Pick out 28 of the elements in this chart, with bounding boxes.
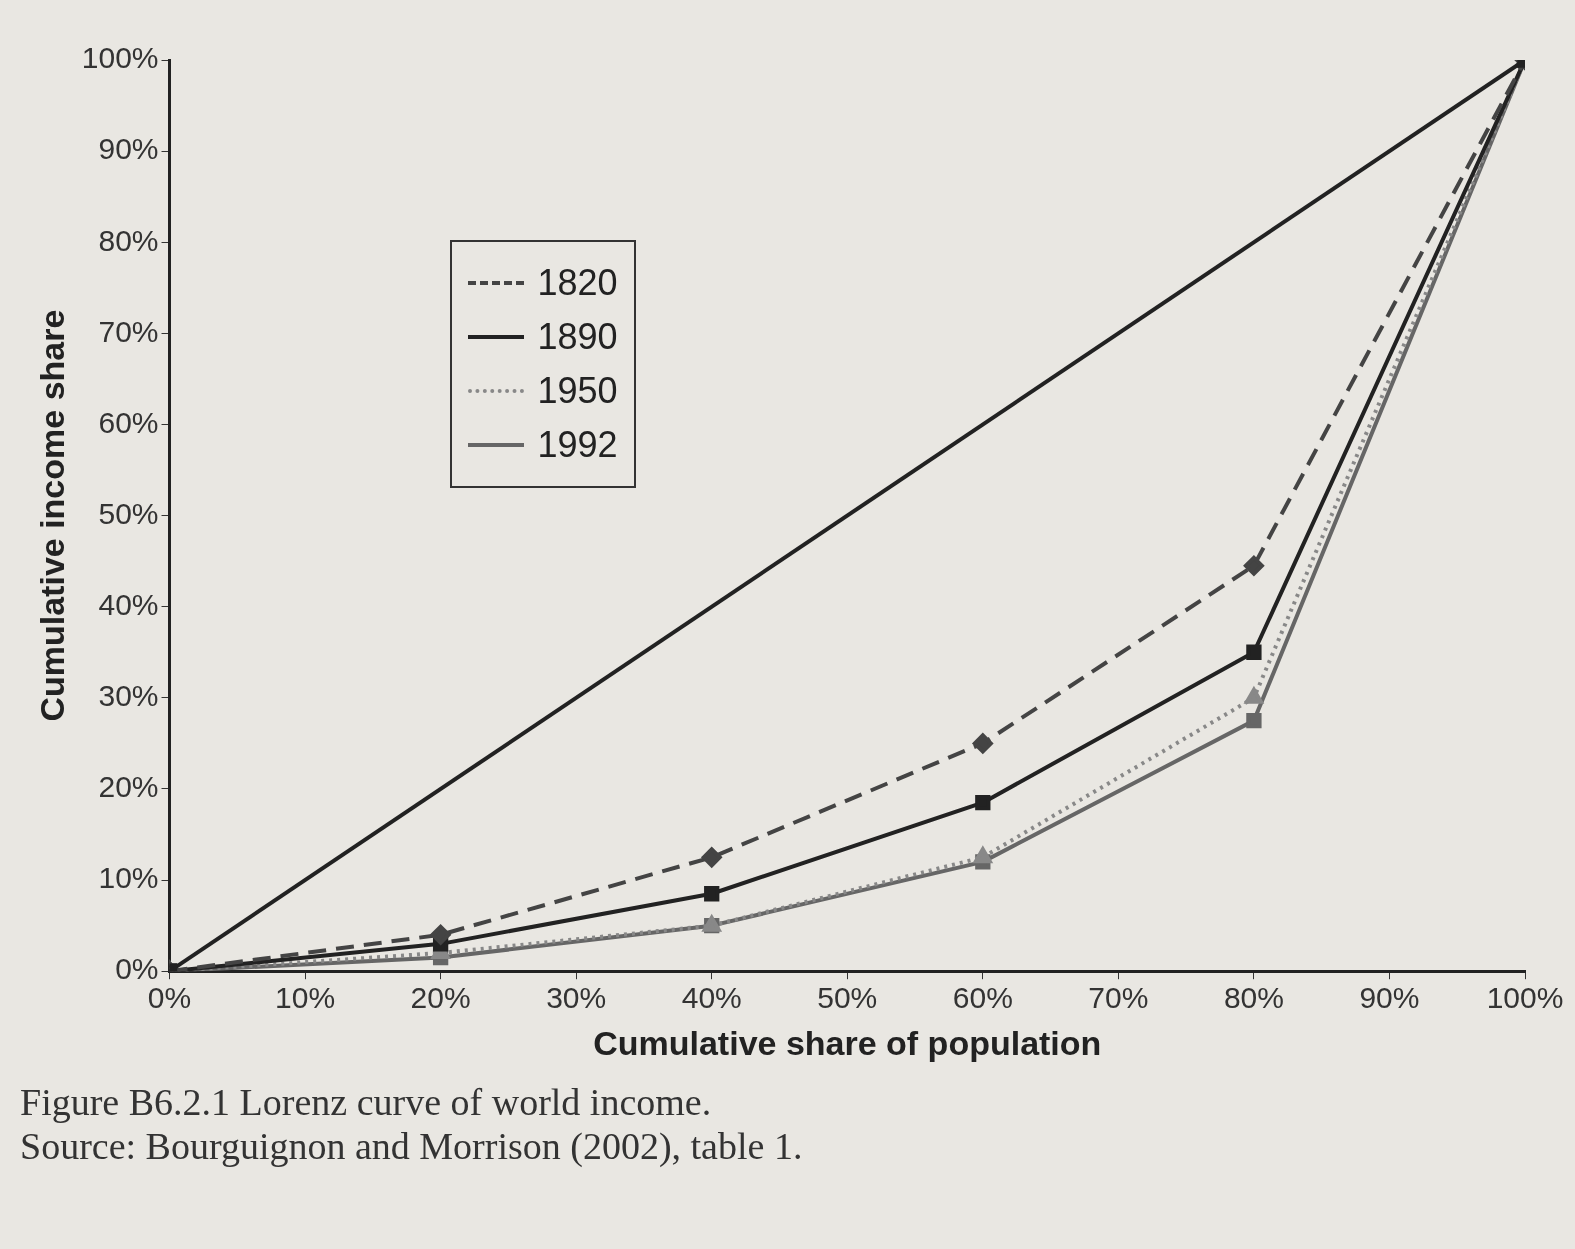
y-tick-label: 60% — [98, 405, 159, 439]
legend-label: 1950 — [537, 370, 618, 412]
x-tick-label: 40% — [681, 981, 742, 1015]
y-tick-label: 90% — [98, 132, 159, 166]
legend-label: 1992 — [537, 424, 618, 466]
x-tick-label: 60% — [952, 981, 1013, 1015]
y-tick-label: 40% — [98, 587, 159, 621]
x-tick-label: 90% — [1359, 981, 1420, 1015]
y-tick-label: 80% — [98, 223, 159, 257]
source-note: Source: Bourguignon and Morrison (2002), table 1. — [20, 1124, 804, 1168]
y-tick-label: 70% — [98, 314, 159, 348]
y-tick-label: 30% — [98, 679, 159, 713]
y-axis-title: Cumulative income share — [32, 309, 71, 722]
x-tick-label: 100% — [1486, 981, 1564, 1015]
x-tick-label: 50% — [817, 981, 878, 1015]
y-tick-label: 100% — [81, 41, 159, 75]
x-tick-label: 80% — [1223, 981, 1284, 1015]
legend-label: 1890 — [537, 316, 618, 358]
x-axis-title: Cumulative share of population — [593, 1023, 1102, 1062]
y-tick-label: 10% — [98, 861, 159, 895]
x-tick-label: 30% — [546, 981, 607, 1015]
legend-label: 1820 — [537, 262, 618, 304]
x-tick-label: 10% — [275, 981, 336, 1015]
y-tick-label: 50% — [98, 496, 159, 530]
x-tick-label: 20% — [410, 981, 471, 1015]
caption: Figure B6.2.1 Lorenz curve of world income. — [20, 1080, 713, 1124]
y-tick-label: 20% — [98, 770, 159, 804]
x-tick-label: 70% — [1088, 981, 1149, 1015]
